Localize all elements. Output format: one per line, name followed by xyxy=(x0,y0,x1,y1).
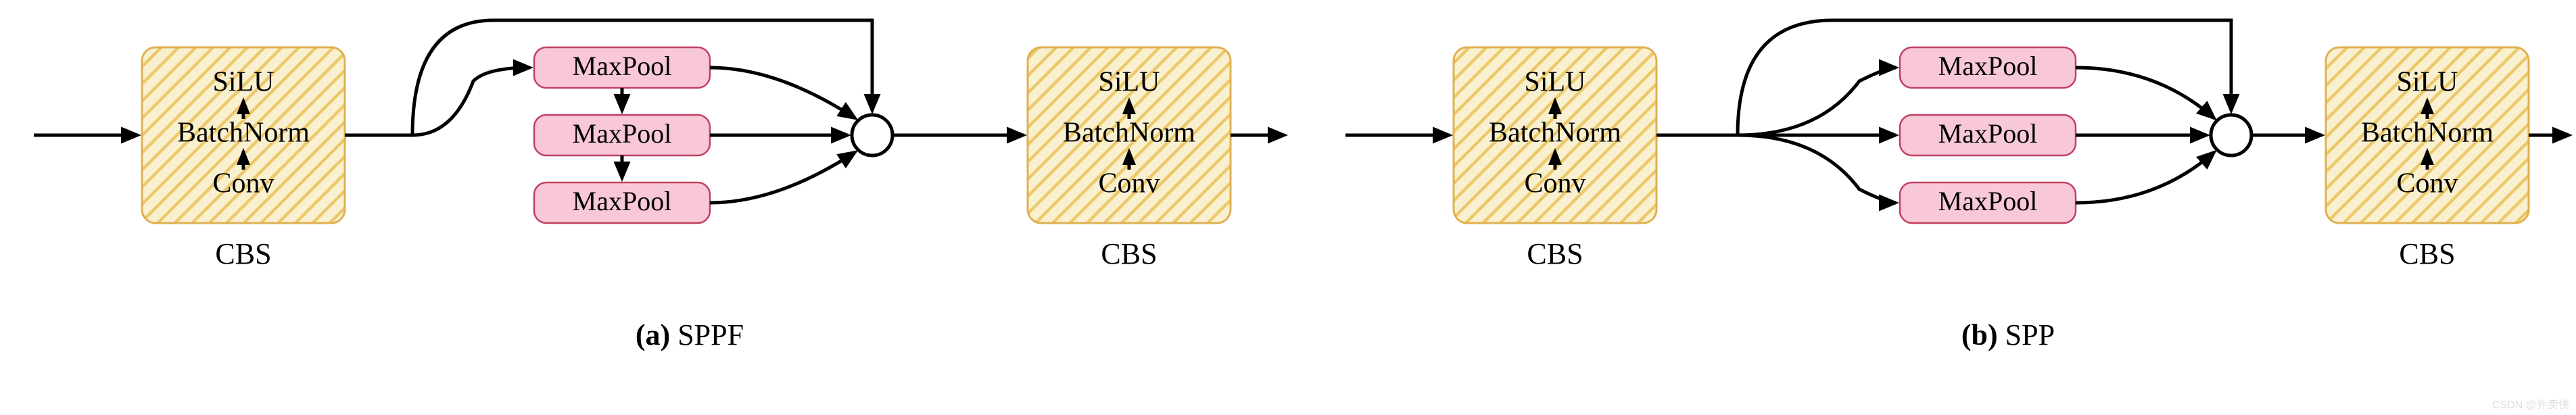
cbs-layer-text: Conv xyxy=(2396,168,2458,199)
spp-to-pool3 xyxy=(1738,135,1896,203)
spp-cbs-2: SiLU BatchNorm Conv CBS xyxy=(2326,47,2529,270)
spp-maxpool-3: MaxPool xyxy=(1900,182,2076,223)
pool-text: MaxPool xyxy=(1938,118,2038,149)
cbs-layer-text: Conv xyxy=(1524,168,1585,199)
spp-concat xyxy=(2211,115,2251,155)
cbs-layer-text: SiLU xyxy=(2396,67,2458,98)
pool-text: MaxPool xyxy=(573,118,672,149)
pool-text: MaxPool xyxy=(1938,186,2038,216)
cbs-layer-text: SiLU xyxy=(1098,67,1160,98)
pool-text: MaxPool xyxy=(573,186,672,216)
watermark-text: CSDN @外卖侠 xyxy=(2492,399,2569,411)
sppf-caption: (a) SPPF xyxy=(636,318,744,351)
spp-caption: (b) SPP xyxy=(1961,318,2055,351)
pool-text: MaxPool xyxy=(1938,51,2038,81)
spp-pool3-to-concat xyxy=(2076,152,2214,203)
pool-text: MaxPool xyxy=(573,51,672,81)
cbs-layer-text: Conv xyxy=(1098,168,1160,199)
spp-pool1-to-concat xyxy=(2076,68,2214,118)
cbs-layer-text: Conv xyxy=(212,168,274,199)
sppf-to-pool1 xyxy=(412,68,530,135)
sppf-pool3-to-concat xyxy=(710,152,855,203)
sppf-concat xyxy=(852,115,892,155)
sppf-pool1-to-concat xyxy=(710,68,855,118)
cbs-layer-text: SiLU xyxy=(212,67,274,98)
spp-cbs-1: SiLU BatchNorm Conv CBS xyxy=(1454,47,1656,270)
cbs-layer-text: BatchNorm xyxy=(1489,118,1621,149)
sppf-maxpool-2: MaxPool xyxy=(534,115,710,155)
cbs-label: CBS xyxy=(215,237,271,270)
cbs-layer-text: BatchNorm xyxy=(1063,118,1195,149)
cbs-label: CBS xyxy=(1527,237,1583,270)
architecture-diagram: SiLU BatchNorm Conv CBS MaxPool MaxPool MaxPoo… xyxy=(0,0,2576,415)
cbs-layer-text: BatchNorm xyxy=(2361,118,2494,149)
spp-maxpool-2: MaxPool xyxy=(1900,115,2076,155)
sppf-maxpool-3: MaxPool xyxy=(534,182,710,223)
sppf-cbs-2: SiLU BatchNorm Conv CBS xyxy=(1028,47,1231,270)
cbs-layer-text: SiLU xyxy=(1524,67,1585,98)
sppf-cbs-1: SiLU BatchNorm Conv CBS xyxy=(142,47,345,270)
spp-to-pool1 xyxy=(1738,68,1896,135)
sppf-maxpool-1: MaxPool xyxy=(534,47,710,88)
spp-maxpool-1: MaxPool xyxy=(1900,47,2076,88)
cbs-label: CBS xyxy=(1101,237,1157,270)
cbs-label: CBS xyxy=(2399,237,2455,270)
cbs-layer-text: BatchNorm xyxy=(177,118,310,149)
